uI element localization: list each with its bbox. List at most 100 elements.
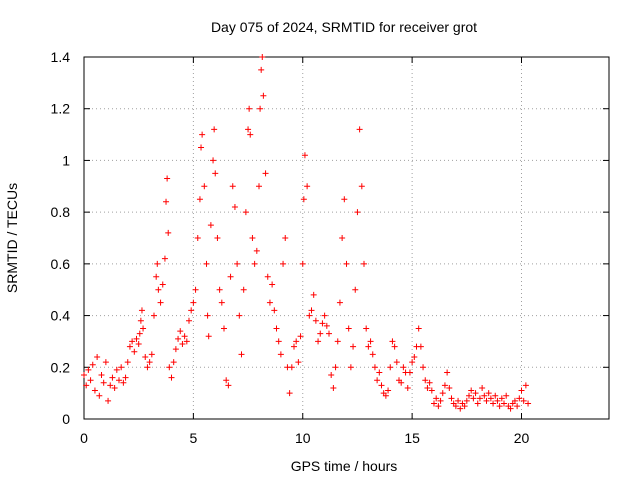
data-point (328, 372, 335, 379)
data-point (409, 359, 416, 366)
data-point (183, 338, 190, 345)
data-point (481, 392, 488, 399)
data-point (354, 209, 361, 216)
data-point (389, 338, 396, 345)
data-point (81, 372, 87, 379)
data-point (107, 382, 114, 389)
data-point (435, 403, 442, 410)
data-point (518, 387, 525, 394)
data-point (301, 152, 308, 159)
data-point (404, 384, 411, 391)
data-point (470, 395, 477, 402)
data-point (257, 105, 264, 112)
data-point (137, 317, 144, 324)
data-point (136, 330, 143, 337)
data-point (330, 384, 337, 391)
x-tick-label: 0 (80, 430, 88, 446)
y-tick-label: 0.6 (51, 256, 71, 272)
data-point (299, 260, 306, 267)
data-point (455, 397, 462, 404)
data-point (155, 286, 162, 293)
data-point (89, 361, 96, 368)
data-point (420, 364, 427, 371)
data-point (444, 369, 451, 376)
data-point (231, 203, 238, 210)
data-point (385, 387, 392, 394)
data-point (164, 175, 171, 182)
data-point (315, 338, 322, 345)
data-point (260, 92, 267, 99)
data-point (251, 260, 258, 267)
data-point (221, 325, 227, 332)
data-point (466, 392, 472, 399)
data-point (341, 196, 348, 203)
data-point (393, 359, 400, 366)
data-point (367, 338, 374, 345)
data-point (472, 390, 479, 397)
data-point (126, 343, 133, 350)
data-point (400, 364, 407, 371)
data-point (148, 351, 155, 358)
data-point (468, 387, 475, 394)
data-point (186, 317, 192, 324)
data-point (411, 353, 418, 360)
data-point (87, 377, 94, 384)
data-point (374, 377, 381, 384)
data-point (433, 395, 440, 402)
data-point (259, 54, 266, 60)
data-point (246, 105, 253, 112)
data-point (203, 260, 210, 267)
data-point (297, 333, 304, 340)
data-point (490, 400, 497, 407)
data-point (201, 183, 208, 190)
data-point (485, 390, 492, 397)
data-point (109, 374, 116, 381)
data-point (336, 299, 343, 306)
data-point (319, 320, 326, 327)
data-point (172, 346, 179, 353)
data-point (253, 247, 260, 254)
data-point (133, 335, 140, 342)
data-point (227, 273, 234, 280)
data-point (487, 395, 494, 402)
data-point (105, 397, 112, 404)
data-point (378, 382, 385, 389)
data-point (91, 387, 98, 394)
data-point (312, 317, 319, 324)
chart-title: Day 075 of 2024, SRMTID for receiver gro… (211, 19, 477, 35)
data-point (310, 291, 317, 298)
data-point (140, 325, 147, 332)
data-point (424, 384, 431, 391)
data-point (277, 351, 284, 358)
data-point (175, 335, 182, 342)
data-point (234, 260, 241, 267)
data-point (124, 359, 131, 366)
data-point (446, 384, 453, 391)
y-tick-label: 0.8 (51, 204, 71, 220)
grid (84, 57, 609, 419)
data-point (345, 325, 352, 332)
data-point (204, 312, 211, 319)
data-point (269, 281, 276, 288)
data-point (216, 286, 223, 293)
data-point (129, 338, 136, 345)
data-point (249, 235, 256, 241)
data-point (525, 400, 532, 407)
data-point (229, 183, 236, 190)
data-point (326, 330, 332, 337)
data-point (83, 382, 90, 389)
y-axis-label: SRMTID / TECUs (4, 183, 20, 293)
data-point (498, 395, 505, 402)
data-point (102, 359, 109, 366)
x-tick-label: 20 (514, 430, 530, 446)
data-point (146, 359, 153, 366)
scatter-points (81, 54, 532, 412)
data-point (238, 351, 245, 358)
data-point (347, 364, 354, 371)
data-point (120, 379, 127, 386)
data-point (192, 286, 199, 293)
data-point (503, 392, 510, 399)
y-tick-label: 0 (62, 411, 70, 427)
data-point (258, 66, 265, 73)
